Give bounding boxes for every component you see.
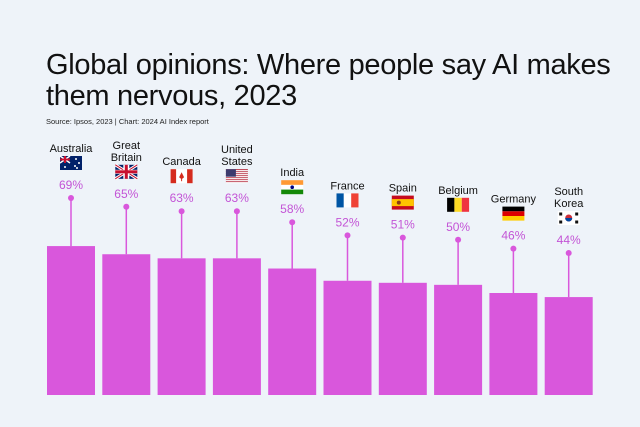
india-flag-icon <box>281 180 304 195</box>
category-label: South <box>554 186 583 198</box>
bar-group: 63% Canada <box>157 156 206 395</box>
value-label: 69% <box>59 178 83 192</box>
category-label: Britain <box>111 152 142 164</box>
dot <box>455 236 462 243</box>
dot <box>123 203 130 210</box>
category-label: Australia <box>50 143 94 155</box>
value-label: 63% <box>170 191 194 205</box>
category-label: Belgium <box>438 185 478 197</box>
value-label: 46% <box>501 229 525 243</box>
value-label: 44% <box>557 233 581 247</box>
value-label: 58% <box>280 202 304 216</box>
bar <box>544 297 593 395</box>
category-label: Korea <box>554 198 584 210</box>
dot <box>344 232 351 239</box>
category-label: States <box>221 156 253 168</box>
bar <box>102 254 151 395</box>
dot <box>178 208 185 215</box>
value-label: 51% <box>391 218 415 232</box>
bar-group: 52% France <box>323 180 372 395</box>
value-label: 65% <box>114 187 138 201</box>
australia-flag-icon <box>59 155 82 170</box>
category-label: Germany <box>491 194 537 206</box>
dot <box>68 195 74 201</box>
south-korea-flag-icon <box>557 211 580 225</box>
dot <box>399 234 406 241</box>
bar <box>157 258 206 395</box>
bar <box>212 258 261 395</box>
chart-source: Source: Ipsos, 2023 | Chart: 2024 AI Ind… <box>46 117 209 126</box>
category-label: India <box>280 167 305 179</box>
bar-group: 50% Belgium <box>434 185 483 395</box>
spain-flag-icon <box>391 195 414 210</box>
category-label: Great <box>113 140 141 152</box>
bar <box>268 268 317 395</box>
category-label: United <box>221 144 253 156</box>
france-flag-icon <box>336 193 359 208</box>
chart-title: Global opinions: Where people say AI mak… <box>46 49 611 112</box>
dot <box>289 219 296 226</box>
category-label: Canada <box>162 156 201 168</box>
dot <box>233 208 240 215</box>
value-label: 50% <box>446 220 470 234</box>
bar-group: 51% Spain <box>378 183 427 395</box>
bar <box>434 284 483 395</box>
bar-group: 58% India <box>268 167 317 395</box>
dot <box>510 245 517 252</box>
category-label: France <box>330 180 364 192</box>
value-label: 63% <box>225 191 249 205</box>
value-label: 52% <box>335 215 359 229</box>
category-label: Spain <box>389 183 417 195</box>
germany-flag-icon <box>502 206 525 221</box>
bar <box>489 293 538 395</box>
usa-flag-icon <box>225 169 248 184</box>
belgium-flag-icon <box>447 197 470 212</box>
bar <box>378 282 427 395</box>
dot <box>565 250 572 256</box>
uk-flag-icon <box>114 163 139 181</box>
bar <box>47 246 95 395</box>
bar-group: 69% Australia <box>47 143 95 395</box>
bar-group: 46% Germany <box>489 194 538 395</box>
canada-flag-icon <box>170 169 193 184</box>
bar <box>323 280 372 395</box>
